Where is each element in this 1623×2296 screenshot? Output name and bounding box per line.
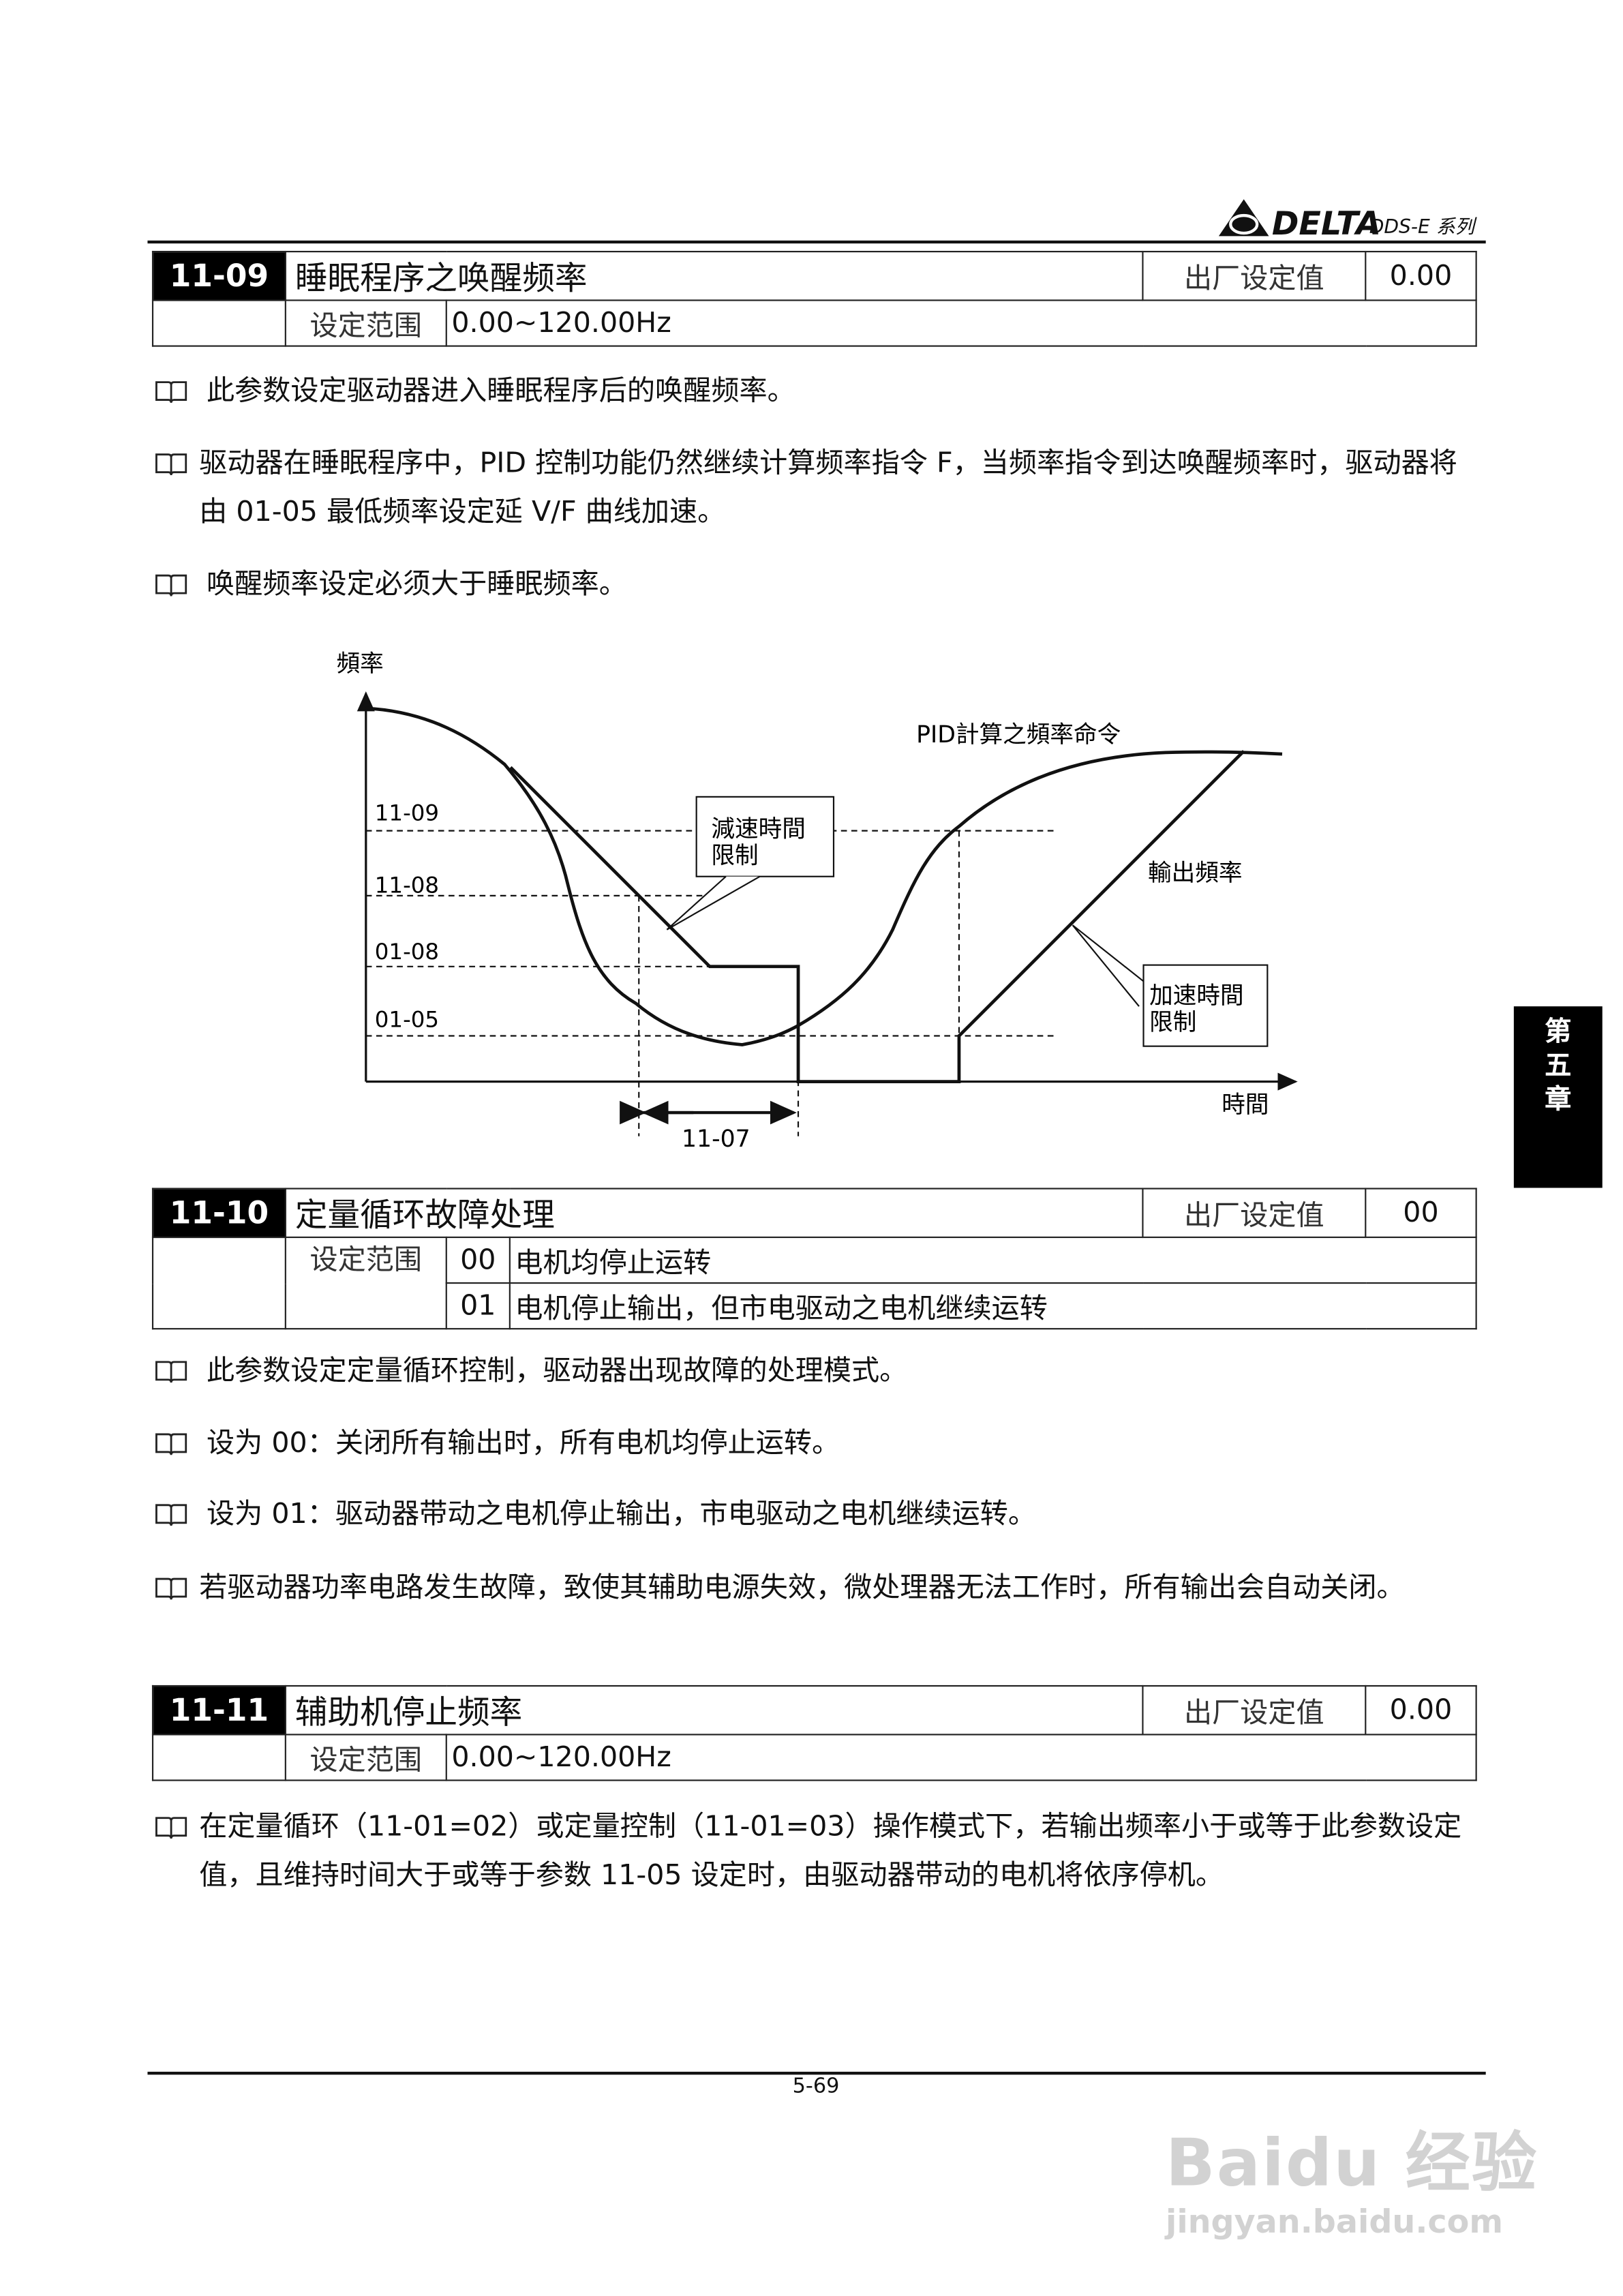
book-icon — [155, 1577, 187, 1600]
x-axis-label: 時間 — [1222, 1091, 1269, 1119]
param-code: 11-11 — [151, 1685, 286, 1736]
option-value: 00 — [445, 1236, 511, 1284]
factory-value: 00 — [1365, 1188, 1477, 1239]
note: 驱动器在睡眠程序中，PID 控制功能仍然继续计算频率指令 F，当频率指令到达唤醒… — [155, 440, 1483, 537]
pid-frequency-curve — [365, 706, 1283, 1046]
chapter-char: 章 — [1545, 1084, 1572, 1116]
note: 在定量循环（11-01=02）或定量控制（11-01=03）操作模式下，若输出频… — [155, 1803, 1483, 1901]
param-code: 11-10 — [151, 1188, 286, 1239]
range-value: 0.00~120.00Hz — [445, 299, 1477, 347]
decel-box-text: 減速時間 — [711, 815, 806, 843]
range-value: 0.00~120.00Hz — [445, 1734, 1477, 1781]
range-label: 设定范围 — [284, 1734, 447, 1781]
factory-label: 出厂设定值 — [1142, 1188, 1367, 1239]
param-code: 11-09 — [151, 250, 286, 301]
delta-triangle-icon: DELTA — [1218, 199, 1381, 243]
series-label: DDS-E 系列 — [1369, 217, 1475, 239]
book-icon — [155, 1504, 187, 1526]
param-table-11-10: 11-10 定量循环故障处理 出厂设定值 00 设定范围 00 电机均停止运转 … — [151, 1188, 1477, 1330]
range-label: 设定范围 — [284, 299, 447, 347]
interval-label: 11-07 — [682, 1126, 750, 1153]
accel-callout — [1072, 924, 1144, 1007]
baidu-watermark: Baidu 经验 jingyan.baidu.com — [1166, 2110, 1538, 2241]
chapter-tab[interactable]: 第 五 章 — [1513, 1006, 1603, 1188]
note: 设为 00：关闭所有输出时，所有电机均停止运转。 — [155, 1419, 1483, 1468]
page-number: 5-69 — [792, 2074, 840, 2098]
level-label: 01-08 — [375, 939, 439, 965]
wakeup-frequency-diagram: 頻率 時間 11-09 11-08 01-08 01-05 PID計算之頻率命令… — [337, 650, 1298, 1153]
note: 唤醒频率设定必须大于睡眠频率。 — [155, 561, 1483, 609]
accel-box-text: 限制 — [1149, 1009, 1196, 1036]
accel-box-text: 加速時間 — [1149, 982, 1244, 1010]
delta-logo: DELTA — [1218, 196, 1381, 243]
level-label: 11-08 — [375, 873, 439, 898]
note: 此参数设定定量循环控制，驱动器出现故障的处理模式。 — [155, 1347, 1483, 1395]
note: 设为 01：驱动器带动之电机停止输出，市电驱动之电机继续运转。 — [155, 1490, 1483, 1539]
chapter-char: 五 — [1545, 1051, 1572, 1082]
book-icon — [155, 1433, 187, 1455]
header-rule — [147, 240, 1486, 244]
output-frequency-line — [509, 750, 1245, 1083]
factory-value: 0.00 — [1365, 250, 1477, 301]
option-text: 电机均停止运转 — [509, 1236, 1477, 1284]
option-value: 01 — [445, 1282, 511, 1330]
book-icon — [155, 453, 187, 476]
footer-rule — [147, 2072, 1486, 2074]
pid-curve-label: PID計算之頻率命令 — [916, 721, 1121, 749]
param-title: 睡眠程序之唤醒频率 — [284, 250, 1144, 301]
level-label: 11-09 — [375, 800, 439, 826]
output-curve-label: 輸出頻率 — [1148, 860, 1243, 887]
decel-limit-box — [695, 796, 835, 877]
book-icon — [155, 574, 187, 596]
accel-limit-box — [1142, 964, 1269, 1047]
y-axis-label: 頻率 — [337, 650, 384, 678]
decel-callout — [666, 875, 761, 931]
factory-value: 0.00 — [1365, 1685, 1477, 1736]
note: 若驱动器功率电路发生故障，致使其辅助电源失效，微处理器无法工作时，所有输出会自动… — [155, 1564, 1483, 1612]
note: 此参数设定驱动器进入睡眠程序后的唤醒频率。 — [155, 367, 1483, 416]
factory-label: 出厂设定值 — [1142, 1685, 1367, 1736]
watermark-url: jingyan.baidu.com — [1165, 2204, 1503, 2241]
book-icon — [155, 381, 187, 404]
option-text: 电机停止输出，但市电驱动之电机继续运转 — [509, 1282, 1477, 1330]
param-title: 辅助机停止频率 — [284, 1685, 1144, 1736]
param-table-11-09: 11-09 睡眠程序之唤醒频率 出厂设定值 0.00 设定范围 0.00~120… — [151, 250, 1477, 347]
book-icon — [155, 1817, 187, 1839]
book-icon — [155, 1361, 187, 1383]
decel-box-text: 限制 — [711, 842, 758, 869]
watermark-text: Baidu 经验 — [1165, 2126, 1538, 2202]
param-title: 定量循环故障处理 — [284, 1188, 1144, 1239]
brand-text: DELTA — [1272, 205, 1381, 237]
chapter-char: 第 — [1545, 1016, 1572, 1048]
factory-label: 出厂设定值 — [1142, 250, 1367, 301]
level-label: 01-05 — [375, 1007, 439, 1033]
range-label: 设定范围 — [284, 1236, 447, 1330]
param-table-11-11: 11-11 辅助机停止频率 出厂设定值 0.00 设定范围 0.00~120.0… — [151, 1685, 1477, 1781]
